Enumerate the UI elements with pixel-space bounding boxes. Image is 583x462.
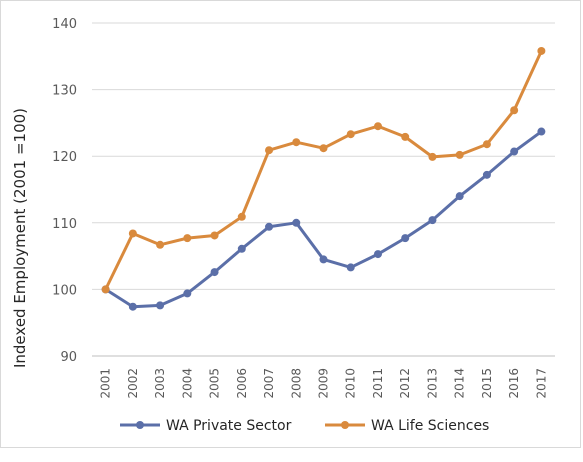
x-tick-label: 2003	[153, 368, 167, 399]
data-point	[346, 263, 355, 272]
data-point	[210, 268, 219, 277]
y-axis-ticks: 90 100 110 120 130 140	[52, 17, 77, 365]
data-point	[128, 302, 137, 311]
data-point	[319, 255, 328, 264]
legend-item: WA Life Sciences	[325, 418, 489, 434]
x-tick-label: 2016	[507, 368, 521, 399]
data-point	[537, 46, 546, 55]
data-point	[455, 192, 464, 201]
x-tick-label: 2013	[425, 368, 439, 399]
x-tick-label: 2005	[208, 368, 222, 399]
x-tick-label: 2017	[534, 368, 548, 399]
x-tick-label: 2012	[398, 368, 412, 399]
x-tick-label: 2004	[180, 368, 194, 399]
y-tick-label: 110	[52, 217, 77, 232]
x-tick-label: 2009	[317, 368, 331, 399]
series-group	[101, 46, 546, 311]
data-point	[237, 212, 246, 221]
data-point	[128, 229, 137, 238]
legend: WA Private Sector WA Life Sciences	[120, 418, 489, 434]
x-tick-label: 2008	[289, 368, 303, 399]
legend-label: WA Private Sector	[166, 418, 292, 434]
x-tick-label: 2010	[344, 368, 358, 399]
y-tick-label: 100	[52, 283, 77, 298]
data-point	[510, 147, 519, 156]
legend-item: WA Private Sector	[120, 418, 292, 434]
y-tick-label: 90	[60, 350, 77, 365]
legend-marker	[341, 421, 349, 429]
x-axis-ticks: 2001 2002 2003 2004 2005 2006 2007 2008 2009 2010…	[99, 368, 549, 399]
series-1	[101, 127, 546, 311]
data-point	[537, 127, 546, 136]
y-tick-label: 130	[52, 84, 77, 99]
data-point	[265, 222, 274, 231]
x-tick-label: 2015	[480, 368, 494, 399]
data-point	[482, 170, 491, 179]
data-point	[401, 132, 410, 141]
data-point	[510, 106, 519, 115]
x-tick-label: 2007	[262, 368, 276, 399]
x-tick-label: 2002	[126, 368, 140, 399]
data-point	[156, 301, 165, 310]
data-point	[183, 234, 192, 243]
data-point	[265, 146, 274, 155]
data-point	[401, 234, 410, 243]
data-point	[373, 250, 382, 259]
data-point	[428, 216, 437, 225]
data-point	[156, 240, 165, 249]
data-point	[455, 150, 464, 159]
series-line	[104, 49, 543, 291]
data-point	[292, 138, 301, 147]
x-tick-label: 2014	[453, 368, 467, 399]
x-tick-label: 2011	[371, 368, 385, 399]
x-tick-label: 2001	[99, 368, 113, 399]
series-line	[104, 130, 543, 309]
y-tick-label: 120	[52, 150, 77, 165]
data-point	[237, 244, 246, 253]
data-point	[292, 218, 301, 227]
gridlines	[92, 22, 555, 290]
data-point	[319, 144, 328, 153]
data-point	[183, 289, 192, 298]
series-2	[101, 46, 546, 294]
data-point	[428, 152, 437, 161]
data-point	[482, 140, 491, 149]
data-point	[210, 231, 219, 240]
legend-label: WA Life Sciences	[371, 418, 489, 434]
x-tick-label: 2006	[235, 368, 249, 399]
legend-marker	[136, 421, 144, 429]
data-point	[373, 122, 382, 131]
data-point	[101, 285, 110, 294]
y-axis-label: Indexed Employment (2001 =100)	[11, 108, 29, 368]
y-tick-label: 140	[52, 17, 77, 32]
data-point	[346, 130, 355, 139]
